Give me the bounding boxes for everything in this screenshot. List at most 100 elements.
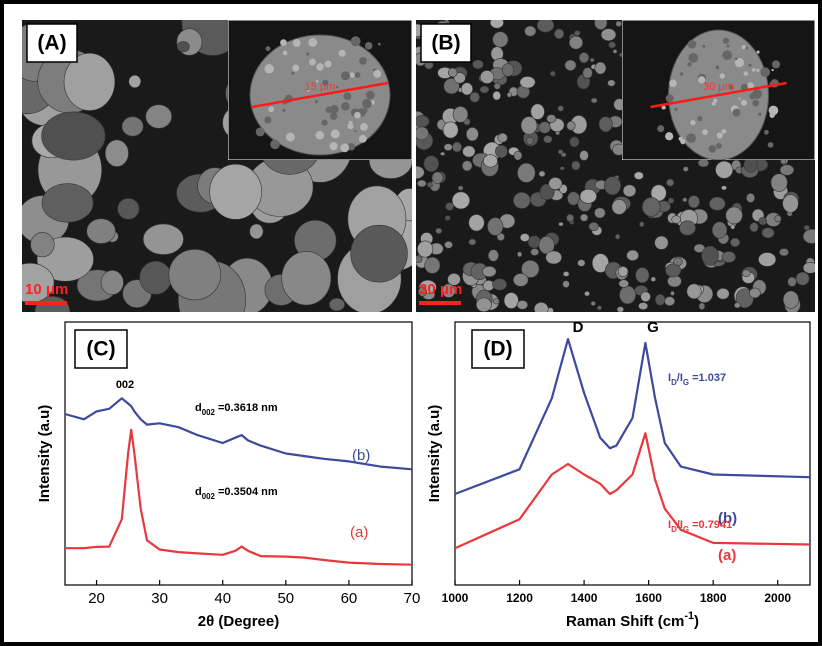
- sem-particle: [563, 281, 570, 288]
- inset-texture: [752, 89, 762, 99]
- text-part: d: [195, 486, 202, 498]
- inset-texture: [687, 62, 691, 66]
- inset-texture: [362, 108, 367, 113]
- sem-particle: [619, 280, 629, 288]
- inset-texture: [362, 99, 372, 109]
- sem-particle: [549, 177, 562, 189]
- sem-particle: [531, 249, 539, 256]
- inset-texture: [716, 143, 722, 149]
- text-part: 002: [202, 408, 216, 417]
- sem-particle: [480, 70, 494, 83]
- inset-texture: [351, 36, 361, 46]
- sem-particle: [580, 189, 597, 203]
- sem-particle: [651, 277, 656, 282]
- inset-texture: [680, 72, 684, 76]
- sem-particle: [615, 234, 620, 239]
- sem-particle: [609, 42, 616, 49]
- inset-texture: [354, 130, 356, 132]
- sem-particle: [604, 177, 621, 195]
- sem-particle: [580, 214, 588, 221]
- sem-particle: [452, 142, 461, 152]
- inset-texture: [717, 132, 723, 138]
- inset-texture: [666, 94, 674, 102]
- x-tick-label: 2000: [764, 591, 791, 605]
- sem-particle: [488, 250, 498, 262]
- figure: 15 μm(A)10 μm30 μm(B)30 μm2030405060702θ…: [0, 0, 822, 646]
- inset-texture: [709, 145, 717, 153]
- sem-particle: [469, 214, 485, 231]
- x-tick-label: 50: [277, 590, 294, 607]
- sem-particle: [589, 222, 599, 230]
- sem-particle: [775, 215, 781, 222]
- text-part: ): [694, 613, 699, 630]
- inset-texture: [330, 142, 338, 150]
- inset-texture: [702, 129, 708, 135]
- sem-particle: [759, 217, 767, 225]
- inset-texture: [359, 57, 367, 65]
- inset-texture: [748, 64, 751, 67]
- sem-particle: [539, 122, 551, 134]
- sem-particle: [525, 26, 536, 36]
- inset-texture: [674, 108, 677, 111]
- inset-texture: [339, 50, 346, 57]
- sem-particle: [514, 151, 522, 160]
- sem-particle: [565, 60, 576, 71]
- sem-particle: [445, 216, 450, 221]
- sem-particle: [527, 137, 534, 145]
- inset-texture: [316, 131, 325, 140]
- inset-texture: [769, 106, 779, 116]
- sem-particle: [638, 302, 647, 309]
- inset-texture: [679, 137, 683, 141]
- panel-label: (D): [483, 338, 512, 361]
- inset-texture: [266, 46, 271, 51]
- sem-particle: [558, 106, 564, 111]
- inset-texture: [325, 60, 332, 67]
- sem-particle: [446, 203, 454, 211]
- inset-texture: [264, 64, 274, 74]
- scale-bar: [419, 301, 461, 305]
- sem-particle: [617, 307, 624, 313]
- inset-texture: [689, 53, 699, 63]
- inset-texture: [741, 100, 747, 106]
- sem-particle: [42, 112, 106, 160]
- series-label: (a): [718, 547, 736, 564]
- sem-particle: [210, 164, 262, 219]
- sem-particle: [143, 224, 183, 255]
- sem-particle: [619, 286, 635, 304]
- sem-particle: [425, 257, 440, 273]
- inset-texture: [726, 45, 729, 48]
- inset-measure: 30 μm: [703, 81, 734, 93]
- sem-particle: [683, 167, 688, 172]
- inset-measure: 15 μm: [305, 81, 336, 93]
- inset-texture: [752, 100, 759, 107]
- sem-particle: [616, 21, 622, 27]
- sem-particle: [140, 261, 172, 294]
- sem-particle: [520, 76, 535, 88]
- sem-particle: [674, 258, 683, 266]
- sem-particle: [730, 238, 740, 247]
- sem-particle: [118, 198, 140, 219]
- sem-particle: [599, 117, 612, 132]
- inset-texture: [315, 100, 318, 103]
- x-tick-label: 1400: [571, 591, 598, 605]
- panel-label: (B): [431, 32, 460, 55]
- inset-texture: [722, 50, 732, 60]
- inset-texture: [306, 52, 309, 55]
- sem-particle: [734, 302, 740, 308]
- x-axis-label: Raman Shift (cm-1): [566, 610, 699, 630]
- sem-particle: [469, 239, 476, 245]
- sem-particle: [122, 117, 143, 137]
- sem-particle: [448, 68, 457, 77]
- sem-particle: [539, 171, 545, 177]
- inset-texture: [686, 133, 696, 143]
- inset-texture: [378, 43, 381, 46]
- scale-bar-label: 30 μm: [419, 281, 462, 298]
- sem-particle: [655, 294, 665, 305]
- inset-texture: [366, 91, 375, 100]
- sem-particle: [722, 252, 736, 263]
- x-tick-label: 60: [341, 590, 358, 607]
- text-part: -1: [684, 610, 694, 622]
- inset-texture: [764, 130, 769, 135]
- sem-particle: [783, 195, 799, 213]
- sem-particle: [493, 279, 507, 290]
